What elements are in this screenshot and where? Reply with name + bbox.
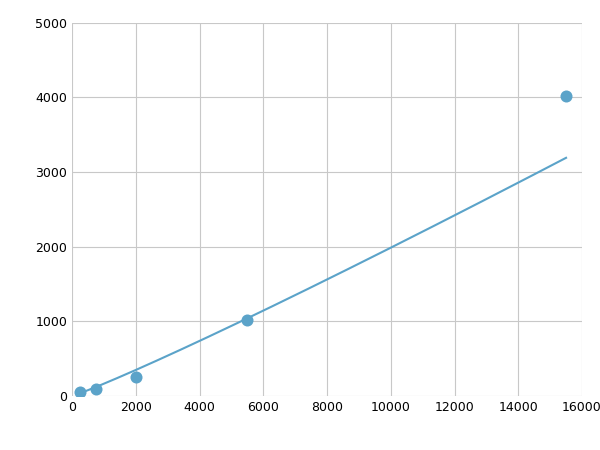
Point: [131, 374, 140, 381]
Point: [561, 92, 571, 99]
Point: [91, 385, 101, 392]
Point: [242, 316, 252, 324]
Point: [75, 389, 85, 396]
